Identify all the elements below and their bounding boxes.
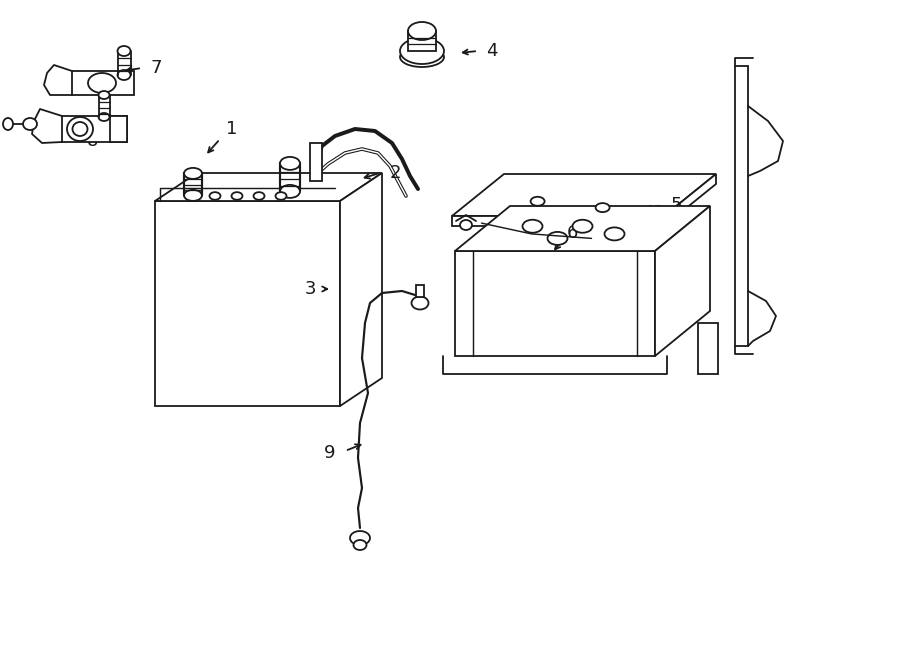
Text: 1: 1 [226, 120, 238, 138]
Ellipse shape [350, 531, 370, 545]
Ellipse shape [400, 47, 444, 67]
Ellipse shape [547, 232, 568, 245]
Text: 9: 9 [324, 444, 336, 462]
Polygon shape [408, 31, 436, 51]
Ellipse shape [88, 73, 116, 93]
Ellipse shape [280, 157, 300, 170]
Polygon shape [655, 206, 710, 356]
Ellipse shape [275, 192, 286, 200]
Polygon shape [62, 116, 127, 142]
Ellipse shape [98, 91, 110, 99]
Text: 4: 4 [486, 42, 498, 60]
Ellipse shape [254, 192, 265, 200]
Polygon shape [698, 323, 718, 374]
Ellipse shape [23, 118, 37, 130]
Ellipse shape [605, 227, 625, 241]
Ellipse shape [98, 113, 110, 121]
Polygon shape [155, 201, 340, 406]
Text: 6: 6 [566, 224, 578, 242]
Polygon shape [155, 173, 382, 201]
Ellipse shape [408, 22, 436, 40]
Polygon shape [340, 173, 382, 406]
Text: 3: 3 [304, 280, 316, 298]
Polygon shape [310, 143, 322, 181]
Polygon shape [452, 216, 664, 226]
Polygon shape [110, 116, 127, 142]
Ellipse shape [411, 297, 428, 309]
Ellipse shape [184, 168, 202, 179]
Ellipse shape [67, 117, 93, 141]
Polygon shape [455, 251, 655, 356]
Ellipse shape [523, 219, 543, 233]
Polygon shape [455, 206, 710, 251]
Text: 8: 8 [86, 132, 98, 150]
Ellipse shape [460, 220, 472, 230]
Text: 7: 7 [150, 59, 162, 77]
Ellipse shape [184, 190, 202, 201]
Polygon shape [72, 71, 134, 95]
Polygon shape [735, 66, 748, 346]
Ellipse shape [572, 219, 592, 233]
Ellipse shape [596, 203, 609, 212]
Text: 5: 5 [670, 196, 682, 214]
Ellipse shape [73, 122, 87, 136]
Ellipse shape [400, 38, 444, 64]
Ellipse shape [118, 70, 130, 80]
Polygon shape [416, 285, 424, 297]
Ellipse shape [210, 192, 220, 200]
Ellipse shape [354, 540, 366, 550]
Polygon shape [664, 174, 716, 226]
Ellipse shape [280, 185, 300, 198]
Ellipse shape [231, 192, 242, 200]
Ellipse shape [531, 197, 544, 206]
Text: 2: 2 [389, 164, 400, 182]
Ellipse shape [3, 118, 13, 130]
Ellipse shape [118, 46, 130, 56]
Polygon shape [452, 174, 716, 216]
